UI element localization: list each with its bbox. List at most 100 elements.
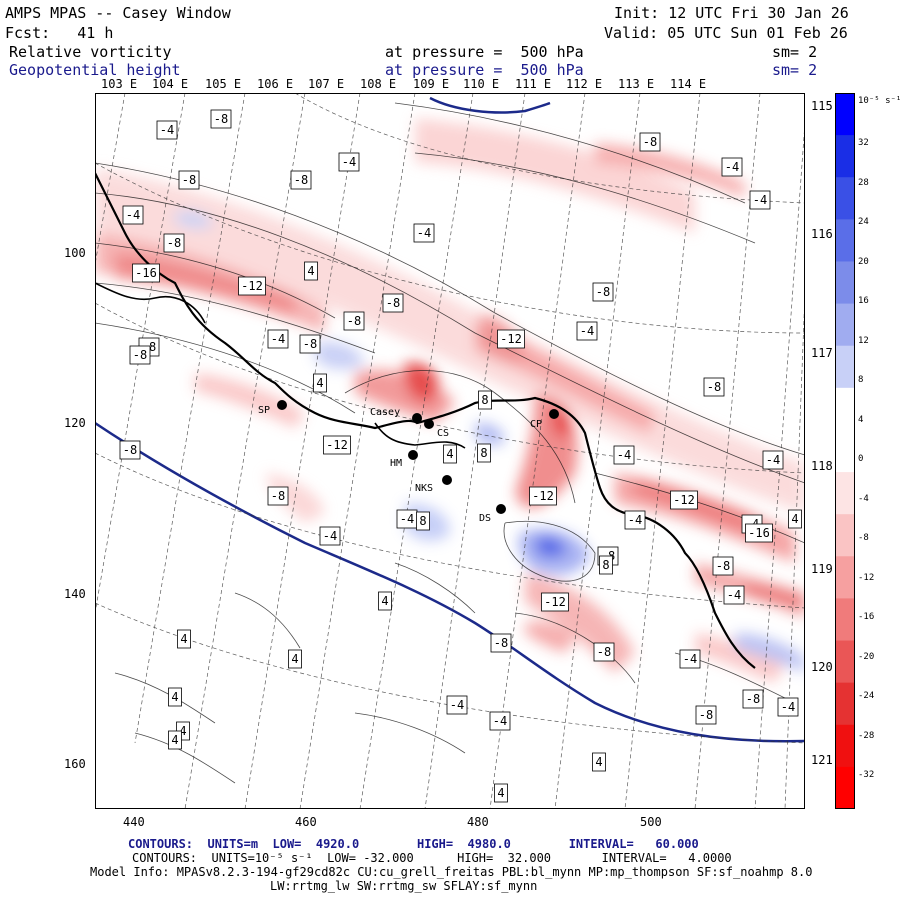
x-tick-label: 460 <box>295 815 317 829</box>
colorbar-swatch <box>835 640 855 684</box>
svg-text:-8: -8 <box>596 285 610 299</box>
station-dot-nks <box>442 475 452 485</box>
contour-label: -4 <box>267 329 289 349</box>
svg-text:-4: -4 <box>323 529 337 543</box>
station-dot-casey <box>412 413 422 423</box>
contour-label: -4 <box>723 585 745 605</box>
y-tick-label: 100 <box>64 246 86 260</box>
contour-label: 8 <box>416 511 430 531</box>
svg-text:-12: -12 <box>241 279 263 293</box>
svg-text:8: 8 <box>419 514 426 528</box>
top-lon-label: 105 E <box>205 77 242 91</box>
station-label-hm: HM <box>390 458 402 469</box>
colorbar-swatch <box>835 177 855 220</box>
svg-text:-8: -8 <box>386 296 400 310</box>
svg-text:-8: -8 <box>123 443 137 457</box>
svg-text:-8: -8 <box>347 314 361 328</box>
contour-label: -12 <box>529 486 557 506</box>
contour-label: -8 <box>343 311 365 331</box>
colorbar-unit: 10⁻⁵ s⁻¹ <box>858 96 900 106</box>
contour-label: -8 <box>382 293 404 313</box>
svg-text:-8: -8 <box>182 173 196 187</box>
svg-text:-4: -4 <box>126 208 140 222</box>
station-label-cp: CP <box>530 419 542 430</box>
svg-text:4: 4 <box>171 733 178 747</box>
station-label-ds: DS <box>479 513 491 524</box>
contour-label: -4 <box>679 649 701 669</box>
field1-name: Relative vorticity <box>9 43 172 61</box>
contour-label: -4 <box>396 509 418 529</box>
svg-text:-8: -8 <box>167 236 181 250</box>
svg-text:4: 4 <box>791 512 798 526</box>
colorbar-label: 4 <box>858 415 864 425</box>
contour-label: -8 <box>712 556 734 576</box>
svg-text:-8: -8 <box>271 489 285 503</box>
contour-label: -12 <box>323 435 351 455</box>
svg-text:-8: -8 <box>133 348 147 362</box>
svg-text:-4: -4 <box>727 588 741 602</box>
contour-label: -4 <box>762 450 784 470</box>
svg-text:-16: -16 <box>748 526 770 540</box>
colorbar-swatch <box>835 135 855 178</box>
station-dot-cp <box>549 409 559 419</box>
forecast-hour: Fcst: 41 h <box>5 24 114 42</box>
svg-text:4: 4 <box>595 755 602 769</box>
top-lon-label: 113 E <box>618 77 655 91</box>
contour-label: -8 <box>592 282 614 302</box>
contour-label: -8 <box>695 705 717 725</box>
contour-label: -8 <box>299 334 321 354</box>
svg-text:-8: -8 <box>294 173 308 187</box>
svg-text:4: 4 <box>381 594 388 608</box>
contour-label: -8 <box>490 633 512 653</box>
x-tick-label: 480 <box>467 815 489 829</box>
colorbar-label: 32 <box>858 138 869 148</box>
valid-time: Valid: 05 UTC Sun 01 Feb 26 <box>604 24 848 42</box>
contour-label: 4 <box>313 373 327 393</box>
svg-text:-8: -8 <box>699 708 713 722</box>
contour-label: 4 <box>788 509 802 529</box>
svg-text:-4: -4 <box>342 155 356 169</box>
top-lon-label: 109 E <box>413 77 450 91</box>
svg-text:-4: -4 <box>450 698 464 712</box>
svg-text:-8: -8 <box>716 559 730 573</box>
svg-text:-12: -12 <box>500 332 522 346</box>
station-labels: SP Casey CS CP HM NKS DS <box>258 405 542 524</box>
svg-text:4: 4 <box>446 447 453 461</box>
contour-label: -4 <box>446 695 468 715</box>
svg-text:-8: -8 <box>746 692 760 706</box>
field2-name: Geopotential height <box>9 61 181 79</box>
colorbar-swatch <box>835 598 855 642</box>
contour-label: -4 <box>413 223 435 243</box>
svg-text:-8: -8 <box>597 645 611 659</box>
svg-text:4: 4 <box>316 376 323 390</box>
svg-text:-4: -4 <box>400 512 414 526</box>
contour-label: 8 <box>477 443 491 463</box>
station-label-casey: Casey <box>370 407 400 418</box>
colorbar-swatch <box>835 766 855 809</box>
colorbar-swatch <box>835 303 855 347</box>
contour-label: -4 <box>338 152 360 172</box>
svg-text:-4: -4 <box>628 513 642 527</box>
colorbar-swatch <box>835 261 855 305</box>
svg-text:-8: -8 <box>494 636 508 650</box>
y-tick-label: 120 <box>64 416 86 430</box>
contour-label: -4 <box>613 445 635 465</box>
svg-text:4: 4 <box>291 652 298 666</box>
station-label-cs: CS <box>437 428 449 439</box>
contour-label: 8 <box>599 555 613 575</box>
colorbar-label: 0 <box>858 454 864 464</box>
contour-label: -8 <box>210 109 232 129</box>
colorbar-label: -28 <box>858 731 875 741</box>
colorbar-label: -16 <box>858 612 875 622</box>
colorbar-label: 8 <box>858 375 864 385</box>
svg-text:-4: -4 <box>617 448 631 462</box>
colorbar-swatch <box>835 93 855 136</box>
colorbar-swatch <box>835 556 855 599</box>
top-lon-label: 110 E <box>463 77 500 91</box>
station-dot-sp <box>277 400 287 410</box>
svg-text:-8: -8 <box>214 112 228 126</box>
model-info: Model Info: MPASv8.2.3-194-gf29cd82c CU:… <box>90 865 813 879</box>
top-lon-label: 103 E <box>101 77 138 91</box>
station-label-nks: NKS <box>415 483 433 494</box>
colorbar-swatch <box>835 514 855 557</box>
